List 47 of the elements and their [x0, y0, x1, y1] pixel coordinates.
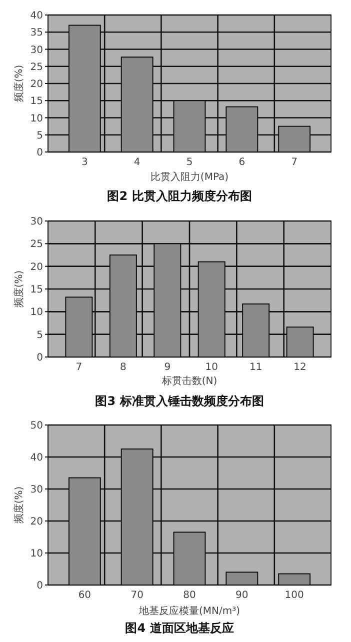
x-tick-label: 80 [183, 590, 196, 601]
x-tick-label: 5 [186, 157, 193, 168]
y-tick-label: 25 [30, 62, 43, 73]
x-tick-label: 11 [249, 362, 262, 373]
y-tick-label: 0 [36, 352, 43, 364]
y-tick-label: 10 [30, 307, 43, 318]
x-tick-label: 9 [164, 362, 171, 373]
x-axis-title: 比贯入阻力(MPa) [150, 171, 229, 183]
y-tick-label: 30 [30, 216, 43, 228]
x-tick-label: 7 [291, 157, 298, 168]
text: 图4 道面区地基反应 [125, 621, 234, 635]
y-tick-label: 30 [30, 484, 43, 496]
y-tick-label: 40 [30, 452, 43, 464]
y-tick-label: 5 [36, 130, 43, 142]
y-tick-label: 15 [30, 96, 43, 108]
x-tick-label: 90 [236, 590, 248, 601]
y-tick-label: 0 [36, 580, 43, 592]
x-tick-label: 8 [120, 362, 126, 373]
y-tick-label: 30 [30, 44, 43, 56]
y-tick-label: 25 [30, 239, 43, 250]
x-tick-label: 6 [238, 157, 246, 168]
x-axis-title: 标贯击数(N) [160, 375, 218, 387]
y-axis-title: 频度(%) [13, 486, 25, 524]
x-tick-label: 4 [134, 157, 140, 168]
x-tick-label: 60 [78, 590, 92, 601]
y-tick-label: 20 [30, 262, 43, 273]
y-tick-label: 10 [30, 113, 43, 124]
text: 图3 标准贯入锤击数频度分布图 [95, 394, 264, 408]
x-axis-title: 地基反应模量(MN/m³) [138, 605, 240, 617]
y-axis-title: 频度(%) [13, 270, 25, 308]
y-axis-title: 频度(%) [13, 64, 25, 102]
x-tick-label: 70 [130, 590, 144, 601]
x-tick-label: 10 [205, 362, 218, 373]
x-tick-label: 12 [294, 362, 306, 373]
y-tick-label: 5 [36, 330, 43, 341]
y-tick-label: 20 [30, 516, 43, 528]
y-tick-label: 15 [30, 284, 43, 296]
y-tick-label: 10 [30, 548, 43, 560]
y-tick-label: 40 [30, 10, 43, 22]
x-tick-label: 7 [76, 362, 82, 373]
y-tick-label: 20 [30, 79, 43, 90]
y-tick-label: 35 [30, 28, 43, 39]
x-tick-label: 100 [284, 590, 304, 601]
x-tick-label: 3 [82, 157, 88, 168]
y-tick-label: 50 [30, 420, 43, 432]
y-tick-label: 0 [36, 148, 43, 158]
text: 图2 比贯入阻力频度分布图 [107, 189, 252, 203]
